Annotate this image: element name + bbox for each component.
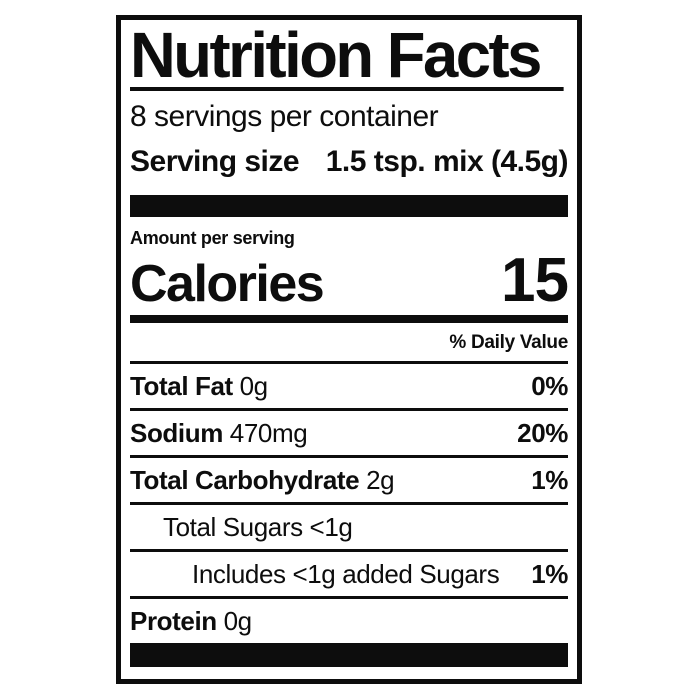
nutrient-name-amount: Total Fat 0g xyxy=(130,371,268,401)
nutrient-row: Protein 0g xyxy=(130,596,568,643)
calories-row: Calories 15 xyxy=(130,246,569,315)
calories-value: 15 xyxy=(501,246,569,315)
serving-size-label: Serving size xyxy=(130,145,300,178)
separator-bar-thick-top xyxy=(130,195,568,217)
nutrient-daily-value: 0% xyxy=(531,371,568,401)
daily-value-header: % Daily Value xyxy=(449,332,568,353)
nutrient-row: Total Fat 0g 0% xyxy=(130,361,568,408)
servings-per-container: 8 servings per container xyxy=(130,100,439,133)
nutrient-name-amount: Total Sugars <1g xyxy=(163,512,353,542)
nutrient-daily-value: 1% xyxy=(531,465,568,495)
nutrient-rows: Total Fat 0g 0% Sodium 470mg 20% Total Carbo… xyxy=(130,361,568,643)
separator-bar-thick-bottom xyxy=(130,643,568,667)
separator-bar-medium xyxy=(130,315,568,323)
serving-size-row: Serving size 1.5 tsp. mix (4.5g) xyxy=(130,145,569,179)
nutrition-facts-title: Nutrition Facts xyxy=(130,23,564,91)
serving-size-value: 1.5 tsp. mix (4.5g) xyxy=(325,145,569,178)
nutrient-name-amount: Total Carbohydrate 2g xyxy=(130,465,395,495)
nutrient-daily-value: 20% xyxy=(517,418,568,448)
nutrient-row: Total Sugars <1g xyxy=(130,502,568,549)
calories-label: Calories xyxy=(130,255,325,313)
amount-per-serving-label: Amount per serving xyxy=(130,228,295,248)
nutrient-name-amount: Sodium 470mg xyxy=(130,418,308,448)
nutrient-name-amount: Includes <1g added Sugars xyxy=(192,559,500,589)
nutrient-row: Sodium 470mg 20% xyxy=(130,408,568,455)
nutrient-name-amount: Protein 0g xyxy=(130,606,252,636)
nutrient-row: Total Carbohydrate 2g 1% xyxy=(130,455,568,502)
nutrient-daily-value: 1% xyxy=(531,559,568,589)
nutrient-row: Includes <1g added Sugars 1% xyxy=(130,549,568,596)
nutrition-facts-label: Nutrition Facts 8 servings per container… xyxy=(116,15,582,684)
